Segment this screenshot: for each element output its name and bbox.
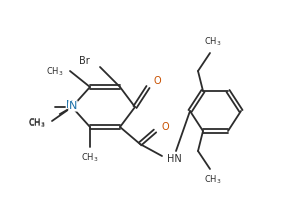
Text: CH$_3$: CH$_3$ xyxy=(81,152,99,164)
Text: O: O xyxy=(153,76,161,86)
Text: N: N xyxy=(69,101,77,111)
Text: O: O xyxy=(162,122,170,132)
Text: CH$_3$: CH$_3$ xyxy=(204,35,222,48)
Text: CH$_3$: CH$_3$ xyxy=(47,66,64,78)
Text: N: N xyxy=(66,100,74,110)
Text: CH$_3$: CH$_3$ xyxy=(28,118,46,130)
Text: HN: HN xyxy=(167,154,182,164)
Text: CH$_3$: CH$_3$ xyxy=(28,117,46,129)
Text: CH$_3$: CH$_3$ xyxy=(204,174,222,187)
Text: Br: Br xyxy=(79,56,90,66)
